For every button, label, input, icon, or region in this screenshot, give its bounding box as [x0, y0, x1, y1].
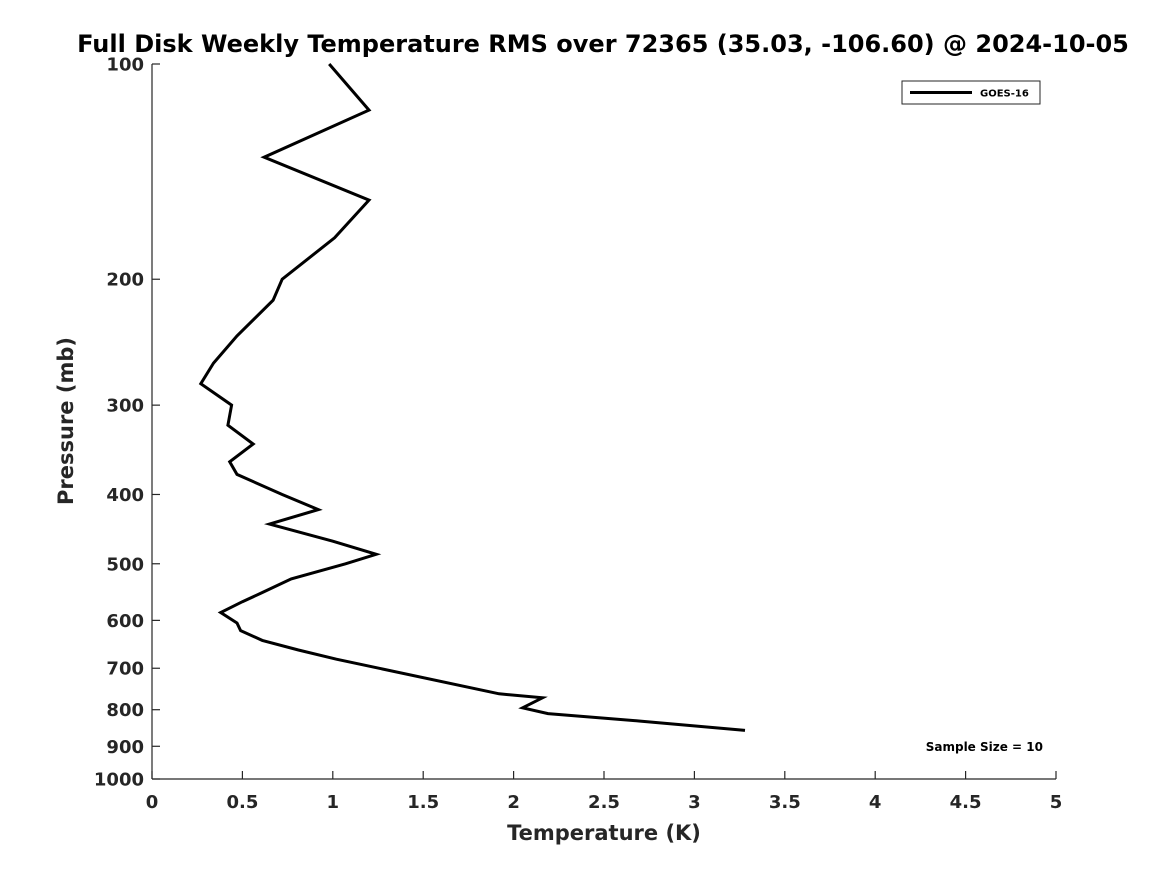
axes: [151, 64, 1056, 780]
x-tick-label: 3.5: [769, 792, 801, 813]
y-tick-label: 500: [106, 554, 144, 575]
x-tick-label: 0: [146, 792, 159, 813]
x-tick-label: 3: [688, 792, 701, 813]
x-ticks: 0 0.5 1 1.5 2 2.5 3 3.5 4 4.5 5: [146, 771, 1063, 813]
x-tick-label: 5: [1050, 792, 1063, 813]
legend: GOES-16: [901, 80, 1041, 105]
x-tick-label: 1: [327, 792, 340, 813]
y-axis-label: Pressure (mb): [54, 337, 78, 505]
legend-label-goes-16: GOES-16: [980, 89, 1029, 100]
x-tick-label: 1.5: [407, 792, 439, 813]
x-tick-label: 2: [507, 792, 520, 813]
series-line-goes-16: [198, 63, 746, 732]
x-tick-label: 2.5: [588, 792, 620, 813]
y-tick-label: 200: [106, 270, 144, 291]
y-tick-label: 400: [106, 485, 144, 506]
y-tick-label: 100: [106, 55, 144, 76]
y-tick-label: 1000: [94, 770, 144, 791]
y-tick-label: 300: [106, 396, 144, 417]
y-tick-label: 700: [106, 659, 144, 680]
y-ticks: 100 200 300 400 500 600 700 800 900 1000: [94, 55, 160, 791]
x-tick-label: 0.5: [226, 792, 258, 813]
y-tick-label: 600: [106, 611, 144, 632]
x-axis-label: Temperature (K): [507, 821, 701, 845]
x-tick-label: 4.5: [950, 792, 982, 813]
y-tick-label: 800: [106, 700, 144, 721]
sample-size-annotation: Sample Size = 10: [926, 740, 1043, 754]
x-tick-label: 4: [869, 792, 882, 813]
series-group: [198, 63, 746, 732]
y-tick-label: 900: [106, 737, 144, 758]
chart-title: Full Disk Weekly Temperature RMS over 72…: [77, 30, 1129, 58]
